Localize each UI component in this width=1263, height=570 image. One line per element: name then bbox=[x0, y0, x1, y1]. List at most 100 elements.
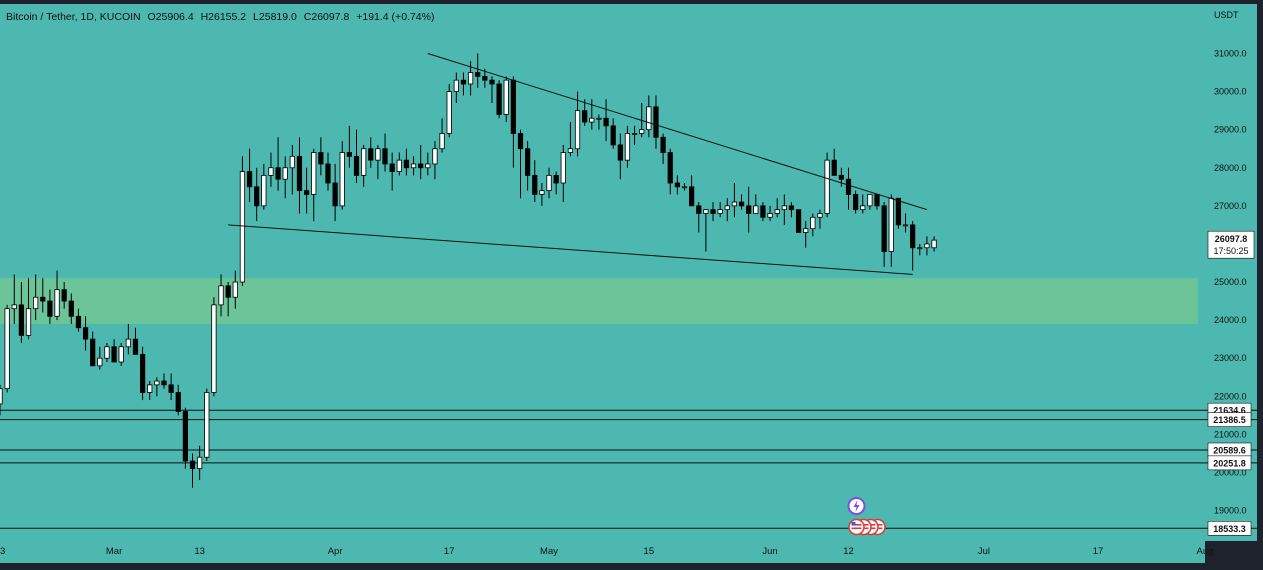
candle[interactable] bbox=[596, 114, 602, 130]
candle[interactable] bbox=[696, 202, 702, 233]
candle[interactable] bbox=[603, 99, 609, 142]
candle[interactable] bbox=[817, 209, 823, 229]
candle[interactable] bbox=[917, 243, 923, 256]
candle[interactable] bbox=[261, 163, 267, 210]
candle[interactable] bbox=[710, 202, 716, 222]
candle[interactable] bbox=[574, 91, 581, 157]
support-zone[interactable] bbox=[0, 278, 1198, 324]
candle[interactable] bbox=[838, 167, 844, 187]
candle[interactable] bbox=[218, 274, 224, 317]
candle[interactable] bbox=[225, 282, 231, 317]
candle[interactable] bbox=[353, 129, 360, 183]
candle[interactable] bbox=[453, 72, 459, 104]
candle[interactable] bbox=[90, 331, 96, 367]
candle[interactable] bbox=[767, 205, 773, 222]
candle[interactable] bbox=[460, 72, 467, 96]
plot-area[interactable] bbox=[0, 4, 1205, 541]
candle[interactable] bbox=[25, 278, 32, 340]
candle[interactable] bbox=[853, 190, 859, 214]
candle[interactable] bbox=[396, 152, 402, 176]
candle[interactable] bbox=[724, 198, 730, 222]
candle[interactable] bbox=[553, 171, 559, 195]
candle[interactable] bbox=[282, 156, 288, 199]
candle[interactable] bbox=[489, 76, 495, 104]
candle[interactable] bbox=[339, 141, 345, 210]
candle[interactable] bbox=[325, 152, 331, 191]
candle[interactable] bbox=[82, 316, 89, 351]
candle[interactable] bbox=[703, 209, 709, 252]
candle[interactable] bbox=[746, 186, 752, 233]
candle[interactable] bbox=[232, 270, 238, 309]
candle[interactable] bbox=[254, 167, 260, 222]
us-flag-event-icon[interactable] bbox=[848, 518, 865, 536]
candle[interactable] bbox=[660, 133, 666, 164]
candle[interactable] bbox=[760, 202, 766, 222]
candle[interactable] bbox=[439, 118, 445, 153]
candle[interactable] bbox=[346, 125, 352, 168]
candle[interactable] bbox=[75, 308, 82, 332]
candle[interactable] bbox=[867, 194, 873, 210]
candle[interactable] bbox=[667, 148, 673, 195]
candle[interactable] bbox=[410, 156, 417, 176]
candle[interactable] bbox=[425, 152, 431, 176]
candle[interactable] bbox=[525, 141, 531, 191]
candle[interactable] bbox=[774, 198, 780, 218]
candle[interactable] bbox=[781, 194, 787, 225]
candle[interactable] bbox=[268, 152, 274, 187]
candle[interactable] bbox=[33, 274, 39, 321]
candle[interactable] bbox=[589, 99, 595, 130]
candle[interactable] bbox=[403, 148, 410, 176]
candle[interactable] bbox=[902, 213, 909, 233]
trendline[interactable] bbox=[427, 53, 928, 211]
candle[interactable] bbox=[446, 83, 452, 138]
candle[interactable] bbox=[532, 160, 538, 203]
candle[interactable] bbox=[361, 144, 367, 187]
candle[interactable] bbox=[311, 148, 317, 222]
candle[interactable] bbox=[18, 282, 25, 343]
candle[interactable] bbox=[104, 342, 110, 362]
candle[interactable] bbox=[375, 144, 381, 180]
candle[interactable] bbox=[118, 342, 124, 366]
symbol-name[interactable]: Bitcoin / Tether, 1D, KUCOIN bbox=[6, 11, 141, 23]
candle[interactable] bbox=[161, 373, 167, 389]
candle[interactable] bbox=[154, 377, 160, 397]
candle[interactable] bbox=[788, 202, 795, 218]
candle[interactable] bbox=[689, 175, 695, 207]
candle[interactable] bbox=[296, 137, 303, 214]
candle[interactable] bbox=[182, 407, 188, 469]
candle[interactable] bbox=[111, 339, 117, 363]
trendline[interactable] bbox=[228, 224, 913, 275]
candle[interactable] bbox=[389, 152, 395, 191]
candle[interactable] bbox=[895, 197, 902, 229]
candle[interactable] bbox=[61, 282, 67, 309]
candle[interactable] bbox=[68, 293, 74, 324]
candle[interactable] bbox=[197, 445, 203, 481]
candle[interactable] bbox=[289, 144, 295, 195]
candle[interactable] bbox=[189, 453, 196, 488]
time-axis[interactable] bbox=[0, 541, 1205, 563]
candle[interactable] bbox=[132, 327, 139, 355]
candle[interactable] bbox=[646, 95, 652, 138]
candle[interactable] bbox=[610, 118, 616, 149]
candle[interactable] bbox=[482, 68, 488, 88]
candle[interactable] bbox=[503, 76, 509, 123]
candle[interactable] bbox=[47, 289, 53, 324]
candle[interactable] bbox=[54, 270, 60, 321]
lightning-event-icon[interactable] bbox=[847, 497, 866, 515]
candle[interactable] bbox=[432, 141, 438, 180]
candle[interactable] bbox=[239, 156, 246, 286]
candle[interactable] bbox=[0, 384, 3, 416]
candle[interactable] bbox=[204, 388, 210, 462]
candle[interactable] bbox=[175, 384, 181, 416]
candle[interactable] bbox=[168, 373, 174, 401]
candle[interactable] bbox=[539, 183, 545, 206]
candle[interactable] bbox=[546, 167, 552, 199]
candle[interactable] bbox=[418, 144, 424, 180]
candle[interactable] bbox=[924, 236, 930, 256]
candle[interactable] bbox=[332, 163, 338, 222]
candle[interactable] bbox=[517, 129, 524, 199]
candle[interactable] bbox=[717, 202, 723, 218]
candle[interactable] bbox=[824, 152, 830, 218]
candle[interactable] bbox=[211, 297, 217, 397]
